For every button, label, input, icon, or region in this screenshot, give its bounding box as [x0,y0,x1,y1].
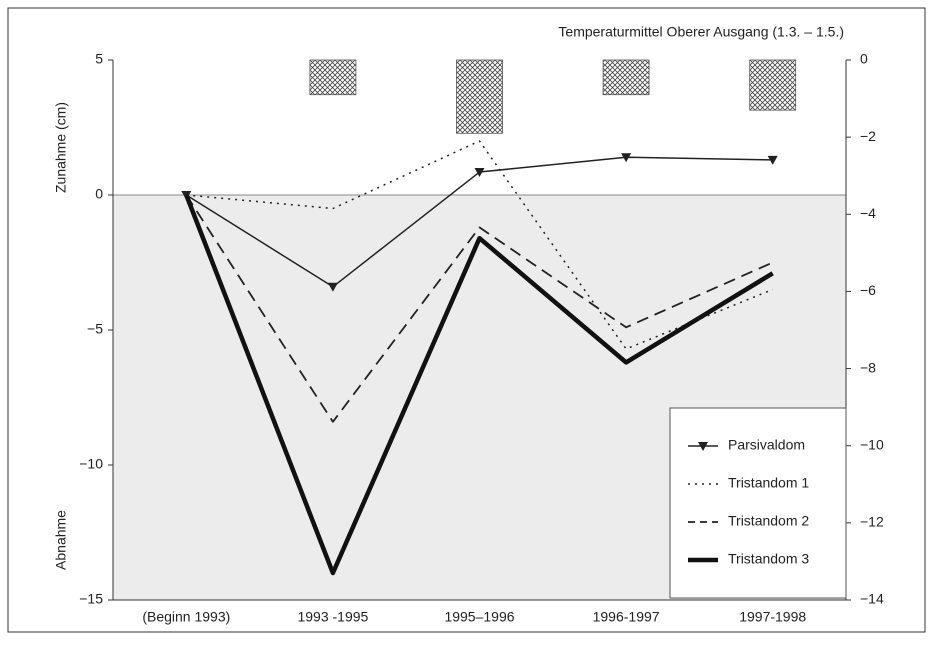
y-tick-label: −15 [79,591,103,607]
y2-tick-label: 0 [860,51,868,67]
y2-tick-label: −8 [860,359,876,375]
legend-label: Parsivaldom [728,437,805,453]
x-tick-label: (Beginn 1993) [142,609,230,625]
y2-tick-label: −10 [860,436,884,452]
x-tick-label: 1995–1996 [444,609,514,625]
frame [7,7,926,633]
legend-label: Tristandom 3 [728,551,809,567]
plot-area: 5 0 −5 −10 −15 0 −2 −4 −6 −8 −10 −12 −14 (Beginn 1993… [53,51,884,625]
y-tick-label: 5 [95,51,103,67]
bar [309,59,357,96]
line-series [185,194,774,423]
line-series [184,194,774,576]
bar-series-label: Temperaturmittel Oberer Ausgang (1.3. – … [558,24,844,40]
x-tick-label: 1993 -1995 [297,609,368,625]
x-tick-label: 1996-1997 [593,609,660,625]
y-tick-label: −5 [87,321,103,337]
bar [602,59,650,96]
bar [456,59,503,134]
marker [327,282,338,292]
y2-tick-label: −6 [860,282,876,298]
y-axis-label: Zunahme (cm) [53,102,69,193]
y-axis-label: Abnahme [53,510,69,570]
legend-label: Tristandom 1 [728,475,809,491]
legend-box [669,407,847,599]
y2-tick-label: −2 [860,128,876,144]
marker [474,168,485,178]
y-tick-label: 0 [95,186,103,202]
y2-tick-label: −14 [860,591,884,607]
bar [749,59,797,111]
legend-label: Tristandom 2 [728,513,809,529]
marker [767,155,778,165]
marker [621,153,632,163]
line-series [186,140,773,350]
y2-tick-label: −12 [860,514,884,530]
y-tick-label: −10 [79,456,103,472]
legend-marker [698,442,708,451]
x-tick-label: 1997-1998 [739,609,806,625]
y2-tick-label: −4 [860,205,876,221]
